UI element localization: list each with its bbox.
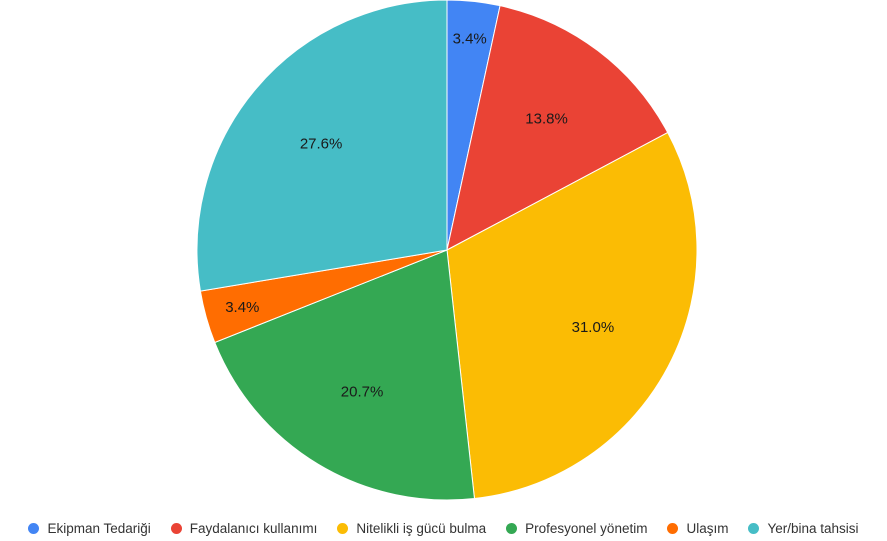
pie-slices [196, 0, 698, 501]
legend-item-nitelikli-is-gucu-bulma[interactable]: Nitelikli iş gücü bulma [337, 521, 486, 536]
chart-legend: Ekipman Tedariği Faydalanıcı kullanımı Nit… [0, 516, 887, 540]
legend-swatch [667, 522, 679, 534]
legend-label: Yer/bina tahsisi [767, 520, 859, 536]
legend-item-profesyonel-yonetim[interactable]: Profesyonel yönetim [506, 521, 647, 536]
pie-slice-yer-bina-tahsisi [196, 0, 448, 292]
slice-label-ulas-m: 3.4% [225, 299, 259, 316]
legend-label: Profesyonel yönetim [525, 520, 648, 536]
pie-slice-profesyonel-yonetim [214, 249, 476, 501]
slice-label-yer-bina-tahsisi: 27.6% [300, 135, 343, 152]
slice-label-faydalan-c-kullan-m: 13.8% [525, 110, 568, 127]
legend-item-faydalan-c-kullan-m[interactable]: Faydalanıcı kullanımı [170, 520, 318, 536]
pie-slice-nitelikli-is-gucu-bulma [446, 131, 698, 500]
legend-label: Nitelikli iş gücü bulma [356, 520, 487, 536]
legend-label: Faydalanıcı kullanımı [189, 520, 318, 536]
legend-swatch [337, 522, 349, 534]
legend-item-yer-bina-tahsisi[interactable]: Yer/bina tahsisi [748, 520, 859, 536]
legend-swatch [28, 522, 40, 534]
pie-slice-faydalan-c-kullan-m [446, 5, 669, 251]
slice-label-profesyonel-yonetim: 20.7% [341, 383, 384, 400]
legend-item-ulas-m[interactable]: Ulaşım [667, 521, 728, 536]
legend-label: Ulaşım [686, 520, 729, 536]
legend-item-ekipman-tedarigi[interactable]: Ekipman Tedariği [28, 520, 151, 536]
legend-label: Ekipman Tedariği [47, 520, 151, 536]
slice-label-nitelikli-is-gucu-bulma: 31.0% [572, 319, 615, 336]
legend-swatch [748, 522, 760, 534]
legend-swatch [506, 522, 518, 534]
pie-chart: 3.4% 13.8% 31.0% 20.7% 3.4% 27.6% [196, 0, 698, 501]
slice-labels: 3.4% 13.8% 31.0% 20.7% 3.4% 27.6% [225, 31, 614, 401]
slice-label-ekipman-tedarigi: 3.4% [453, 31, 487, 48]
legend-swatch [170, 522, 182, 534]
